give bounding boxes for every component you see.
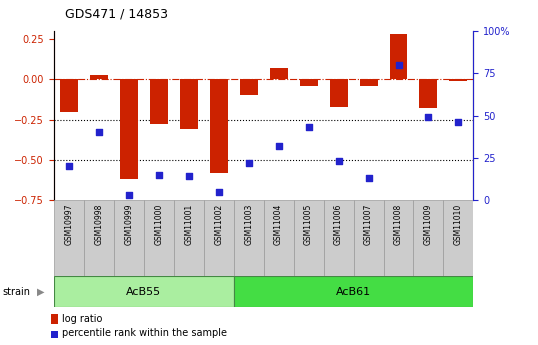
Bar: [390, 34, 407, 79]
Text: percentile rank within the sample: percentile rank within the sample: [62, 328, 227, 338]
Text: strain: strain: [3, 287, 31, 296]
Bar: [239, 79, 258, 96]
Bar: [264, 200, 294, 276]
Point: [274, 143, 283, 149]
Point: [214, 189, 223, 195]
Text: GSM11010: GSM11010: [454, 204, 463, 245]
Bar: [414, 200, 443, 276]
Text: AcB55: AcB55: [126, 287, 161, 296]
Bar: [270, 68, 288, 79]
Bar: [84, 200, 114, 276]
Text: log ratio: log ratio: [62, 314, 102, 324]
Point: [65, 164, 73, 169]
Bar: [443, 200, 473, 276]
Point: [305, 125, 313, 130]
Point: [334, 158, 343, 164]
Text: GSM10997: GSM10997: [64, 204, 73, 245]
Text: GSM11005: GSM11005: [304, 204, 313, 245]
Bar: [353, 200, 384, 276]
Point: [185, 174, 193, 179]
Bar: [233, 200, 264, 276]
Bar: [114, 200, 144, 276]
Text: GSM10999: GSM10999: [124, 204, 133, 245]
Bar: [300, 79, 317, 86]
Text: GSM11000: GSM11000: [154, 204, 163, 245]
Text: GSM11006: GSM11006: [334, 204, 343, 245]
Text: GSM11003: GSM11003: [244, 204, 253, 245]
Text: AcB61: AcB61: [336, 287, 371, 296]
Bar: [233, 276, 473, 307]
Bar: [323, 200, 353, 276]
Text: GDS471 / 14853: GDS471 / 14853: [65, 8, 167, 21]
Text: GSM10998: GSM10998: [94, 204, 103, 245]
Bar: [420, 79, 437, 108]
Bar: [144, 200, 174, 276]
Bar: [90, 75, 108, 79]
Bar: [174, 200, 204, 276]
Point: [124, 192, 133, 198]
Text: GSM11004: GSM11004: [274, 204, 283, 245]
Text: ▶: ▶: [37, 287, 44, 296]
Point: [364, 175, 373, 181]
Point: [394, 62, 403, 68]
Point: [244, 160, 253, 166]
Bar: [150, 79, 168, 125]
Bar: [330, 79, 348, 107]
Bar: [294, 200, 323, 276]
Bar: [359, 79, 378, 86]
Text: GSM11009: GSM11009: [424, 204, 433, 245]
Bar: [120, 79, 138, 179]
Text: GSM11008: GSM11008: [394, 204, 403, 245]
Point: [454, 120, 463, 125]
Bar: [180, 79, 197, 129]
Bar: [449, 79, 468, 81]
Text: GSM11007: GSM11007: [364, 204, 373, 245]
Bar: [54, 200, 84, 276]
Bar: [210, 79, 228, 173]
Point: [424, 115, 433, 120]
Bar: [54, 276, 233, 307]
Text: GSM11001: GSM11001: [184, 204, 193, 245]
Bar: [204, 200, 233, 276]
Bar: [60, 79, 78, 111]
Bar: [384, 200, 414, 276]
Point: [154, 172, 163, 177]
Point: [95, 130, 103, 135]
Text: GSM11002: GSM11002: [214, 204, 223, 245]
